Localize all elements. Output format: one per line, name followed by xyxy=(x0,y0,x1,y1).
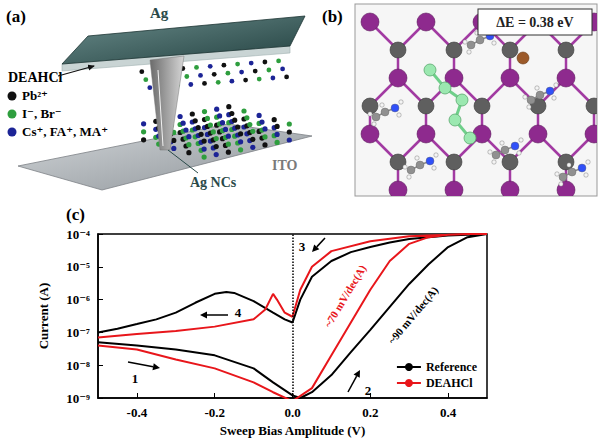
svg-text:Sweep Bias Amplitude (V): Sweep Bias Amplitude (V) xyxy=(220,423,366,438)
svg-text:10⁻⁴: 10⁻⁴ xyxy=(66,227,90,242)
svg-text:~70 mV/dec(A): ~70 mV/dec(A) xyxy=(322,262,370,330)
svg-text:(c): (c) xyxy=(66,205,85,224)
svg-text:10⁻⁸: 10⁻⁸ xyxy=(66,358,90,373)
svg-text:DEAHCl: DEAHCl xyxy=(8,70,63,85)
svg-text:0.2: 0.2 xyxy=(362,405,378,420)
svg-text:0.4: 0.4 xyxy=(440,405,457,420)
svg-text:10⁻⁷: 10⁻⁷ xyxy=(66,325,90,340)
svg-text:Current (A): Current (A) xyxy=(36,283,51,350)
svg-text:2: 2 xyxy=(365,383,372,398)
svg-text:~90 mV/dec(A): ~90 mV/dec(A) xyxy=(386,284,442,347)
svg-text:(a): (a) xyxy=(6,7,26,26)
svg-text:(b): (b) xyxy=(322,7,343,26)
svg-text:1: 1 xyxy=(132,371,139,386)
svg-text:-0.4: -0.4 xyxy=(127,405,148,420)
svg-text:Pb²⁺: Pb²⁺ xyxy=(22,88,48,103)
svg-text:10⁻⁶: 10⁻⁶ xyxy=(66,292,90,307)
svg-text:Ag: Ag xyxy=(150,5,169,21)
svg-text:ΔE = 0.38 eV: ΔE = 0.38 eV xyxy=(496,15,573,30)
svg-text:10⁻⁹: 10⁻⁹ xyxy=(66,391,90,406)
svg-text:10⁻⁵: 10⁻⁵ xyxy=(66,259,90,274)
svg-text:-0.2: -0.2 xyxy=(204,405,225,420)
svg-text:Cs⁺, FA⁺, MA⁺: Cs⁺, FA⁺, MA⁺ xyxy=(22,124,108,139)
svg-text:3: 3 xyxy=(299,239,306,254)
svg-text:ITO: ITO xyxy=(272,158,298,173)
svg-text:Ag NCs: Ag NCs xyxy=(190,175,237,190)
svg-text:4: 4 xyxy=(235,305,242,320)
svg-text:DEAHCl: DEAHCl xyxy=(426,376,473,390)
svg-text:Reference: Reference xyxy=(426,360,478,374)
svg-text:0.0: 0.0 xyxy=(284,405,300,420)
svg-text:I⁻, Br⁻: I⁻, Br⁻ xyxy=(22,106,62,121)
